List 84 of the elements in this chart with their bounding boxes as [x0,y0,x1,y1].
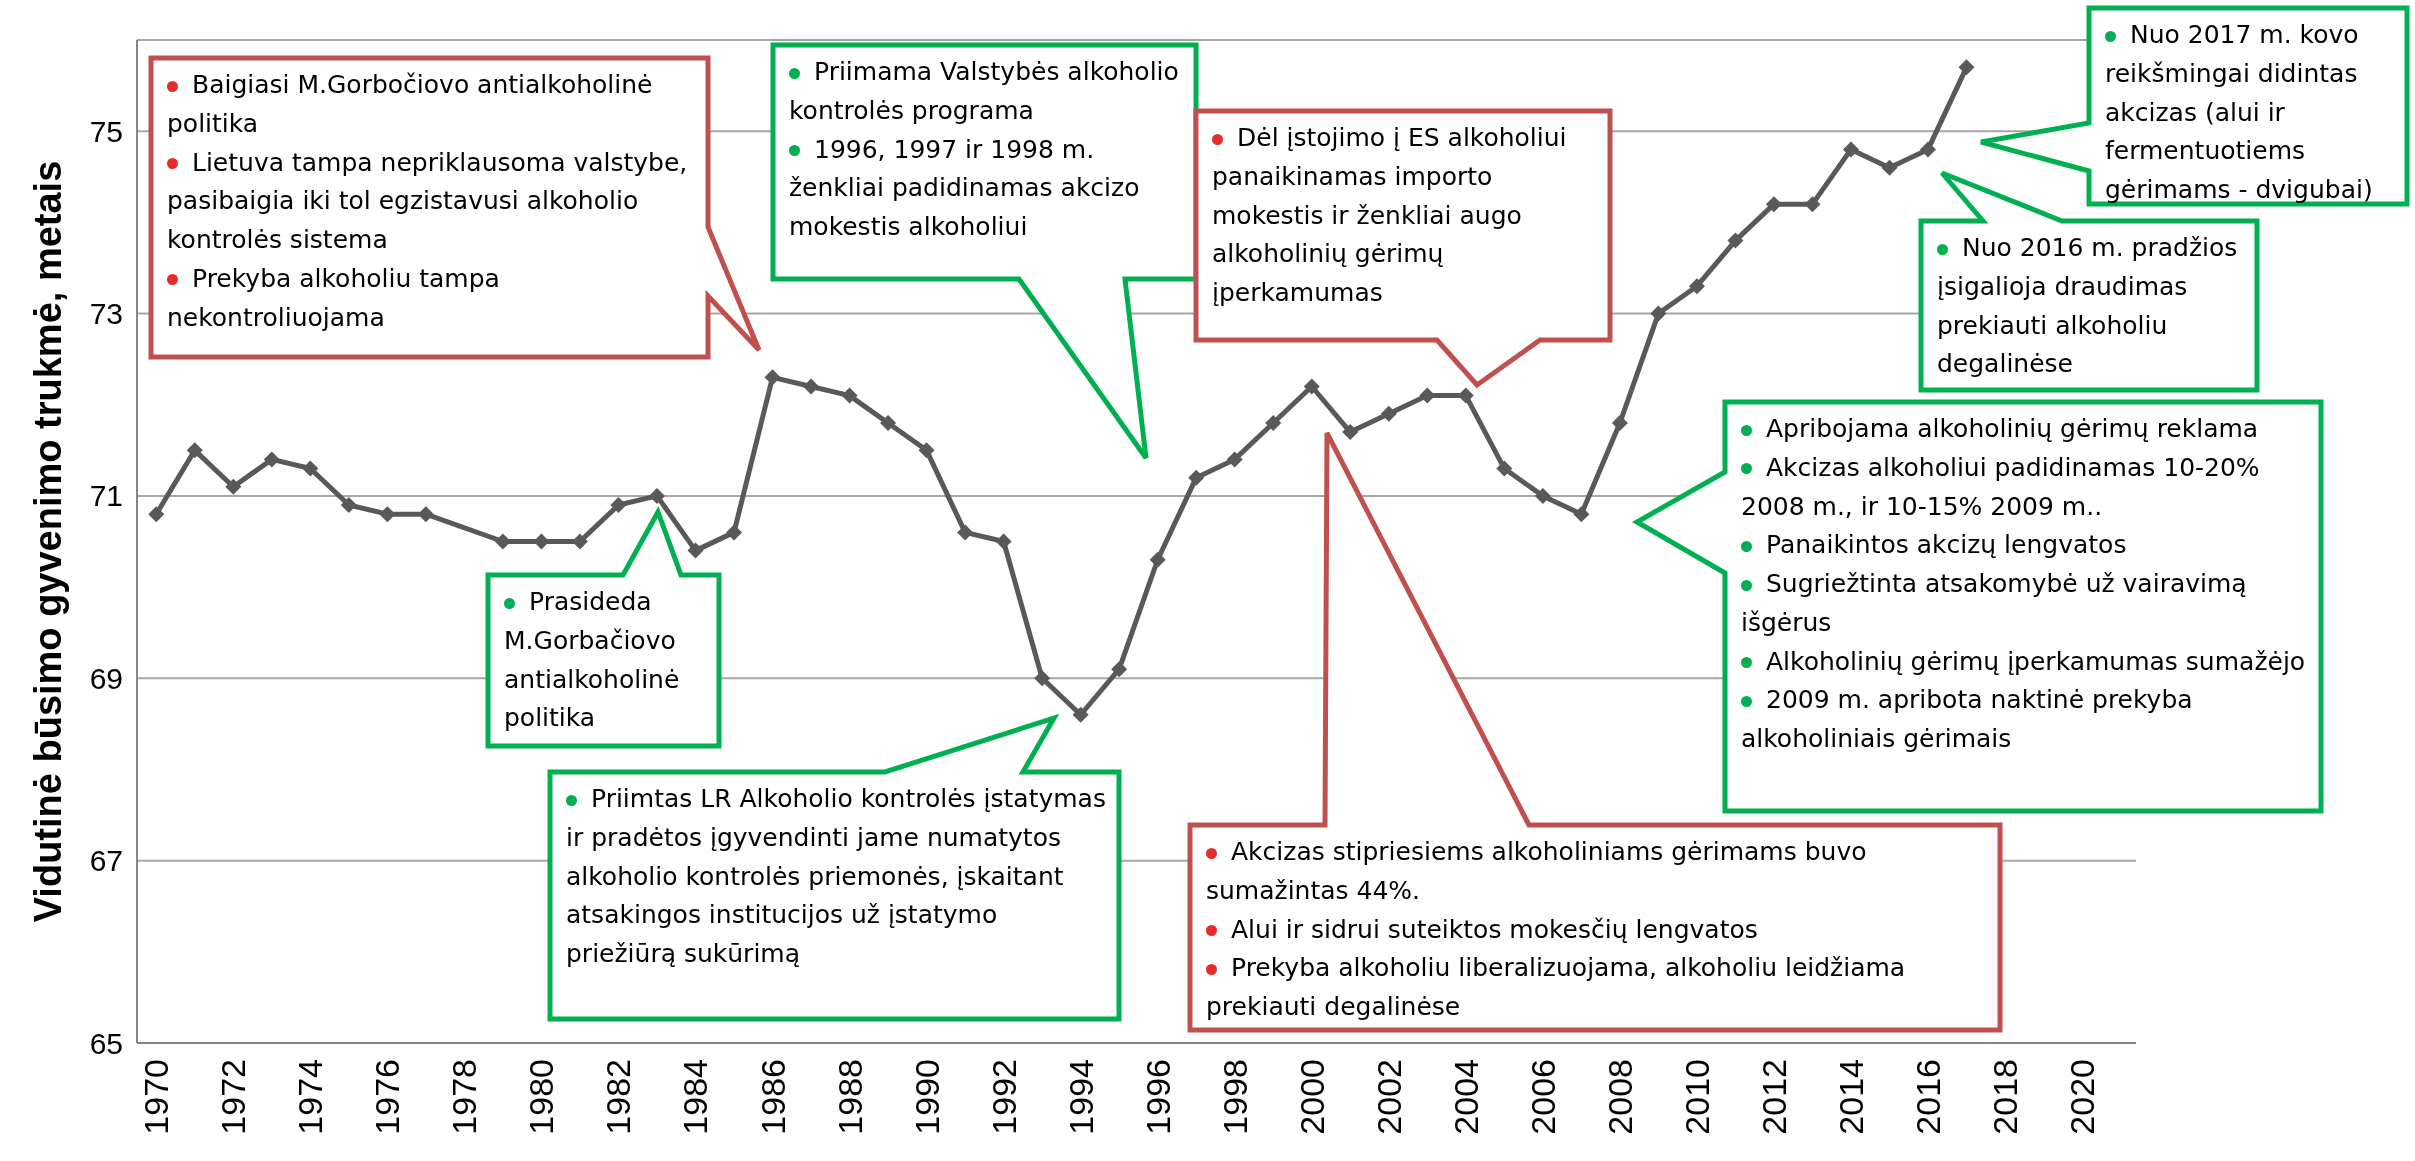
annotation: Priimtas LR Alkoholio kontrolės įstatymas ir pradėtos įgyvendinti jame numatytos alkoholio kontrolės priemonės, įskaitant atsakingos institucijos už įstatymo priežiūrą sukūrimą [566,784,1106,968]
point [1765,196,1782,213]
x-tick-label: 1992 [984,1059,1023,1135]
point [764,369,781,386]
point [1688,278,1705,295]
point [494,533,511,550]
y-tick-label: 65 [89,1026,123,1060]
x-tick-label: 1994 [1061,1059,1100,1135]
x-tick-label: 1978 [445,1059,484,1135]
point [263,451,280,468]
x-tick-label: 1996 [1138,1059,1177,1135]
text: Apribojama alkoholinių gėrimų reklama Akcizas alkoholiui padidinamas 10-20% 2008 m., ir 10-15% 2009 m.. Panaikintos akcizų lengvatos Sugriežtinta atsakomybė už vairavimą išgėrus Alkoholinių gėrimų įperkamumas sumažėjo 2009 m. apribota naktinė prekyba alkoholiniais gėrimais [1741,414,2306,753]
x-tick-label: 2014 [1831,1059,1870,1135]
point [918,442,935,459]
point [1611,414,1628,431]
point [1111,661,1128,678]
x-tick-label: 1970 [137,1059,176,1135]
x-tick-label: 1974 [291,1059,330,1135]
x-tick-label: 2002 [1369,1059,1408,1135]
point [957,524,974,541]
point [803,378,820,395]
x-tick-label: 1990 [907,1059,946,1135]
y-tick-label: 67 [89,844,123,878]
x-tick-label: 1998 [1215,1059,1254,1135]
point [1380,405,1397,422]
point [1573,506,1590,523]
point [1534,487,1551,504]
x-tick-label: 2012 [1754,1059,1793,1135]
x-tick-label: 1988 [830,1059,869,1135]
point [1650,305,1667,322]
x-tick-label: 2000 [1292,1059,1331,1135]
annotation: Nuo 2017 m. kovo reikšmingai didintas akcizas (alui ir fermentuotiems gėrimams - dvigubai) [2105,20,2373,204]
x-tick-label: 2020 [2063,1059,2102,1135]
point [1034,670,1051,687]
x-tick-label: 2010 [1677,1059,1716,1135]
x-tick-label: 2018 [1986,1059,2025,1135]
annotation: Priimama Valstybės alkoholio kontrolės programa 1996, 1997 ir 1998 m. ženkliai padidinamas akcizo mokestis alkoholiui [789,57,1179,241]
x-tick-label: 1976 [368,1059,407,1135]
point [148,506,165,523]
point [687,542,704,559]
annotation: Baigiasi M.Gorbočiovo antialkoholinė politika Lietuva tampa nepriklausoma valstybe, pasibaigia iki tol egzistavusi alkoholio kontrolės sistema Prekyba alkoholiu tampa nekontroliuojama [167,70,688,332]
point [302,460,319,477]
x-tick-label: 2016 [1909,1059,1948,1135]
y-tick-label: 69 [89,661,123,695]
annotation: Nuo 2016 m. pradžios įsigalioja draudimas prekiauti alkoholiu degalinėse [1937,233,2238,379]
point [726,524,742,541]
y-tick-label: 73 [89,297,123,331]
x-tick-label: 2004 [1446,1059,1485,1135]
point [648,487,665,504]
point [1303,378,1320,395]
point [1226,451,1243,468]
y-axis-title: Vidutinė būsimo gyvenimo trukmė, metais [27,160,69,923]
point [1920,141,1937,158]
x-tick-label: 2006 [1523,1059,1562,1135]
point [1804,196,1821,213]
annotation: Prasideda M.Gorbačiovo antialkoholinė politika [504,587,680,733]
x-tick-label: 1972 [214,1059,253,1135]
point [841,387,858,404]
point [186,442,203,459]
point [1842,141,1859,158]
x-tick-label: 1980 [522,1059,561,1135]
point [225,478,242,495]
annotation: Akcizas stipriesiems alkoholiniams gėrimams buvo sumažintas 44%. Alui ir sidrui suteiktos mokesčių lengvatos Prekyba alkoholiu liberalizuojama, alkoholiu leidžiama prekiauti degalinėse [1206,837,1906,1021]
annotation: Dėl įstojimo į ES alkoholiui panaikinamas importo mokestis ir ženkliai augo alkoholinių gėrimų įperkamumas [1212,123,1567,307]
x-tick-label: 1984 [676,1059,715,1135]
point [1265,414,1282,431]
point [995,533,1012,550]
x-tick-label: 2008 [1600,1059,1639,1135]
point [1342,424,1359,441]
y-tick-label: 71 [89,479,123,513]
x-tick-label: 1982 [599,1059,638,1135]
point [1496,460,1513,477]
x-tick-label: 1986 [753,1059,792,1135]
point [1072,706,1089,723]
point [340,497,357,514]
point [1149,551,1166,568]
point [1958,59,1975,76]
point [1188,469,1205,486]
point [610,497,627,514]
point [1881,159,1898,176]
point [1727,232,1744,249]
point [379,506,396,523]
point [880,414,897,431]
y-tick-label: 75 [89,114,123,148]
